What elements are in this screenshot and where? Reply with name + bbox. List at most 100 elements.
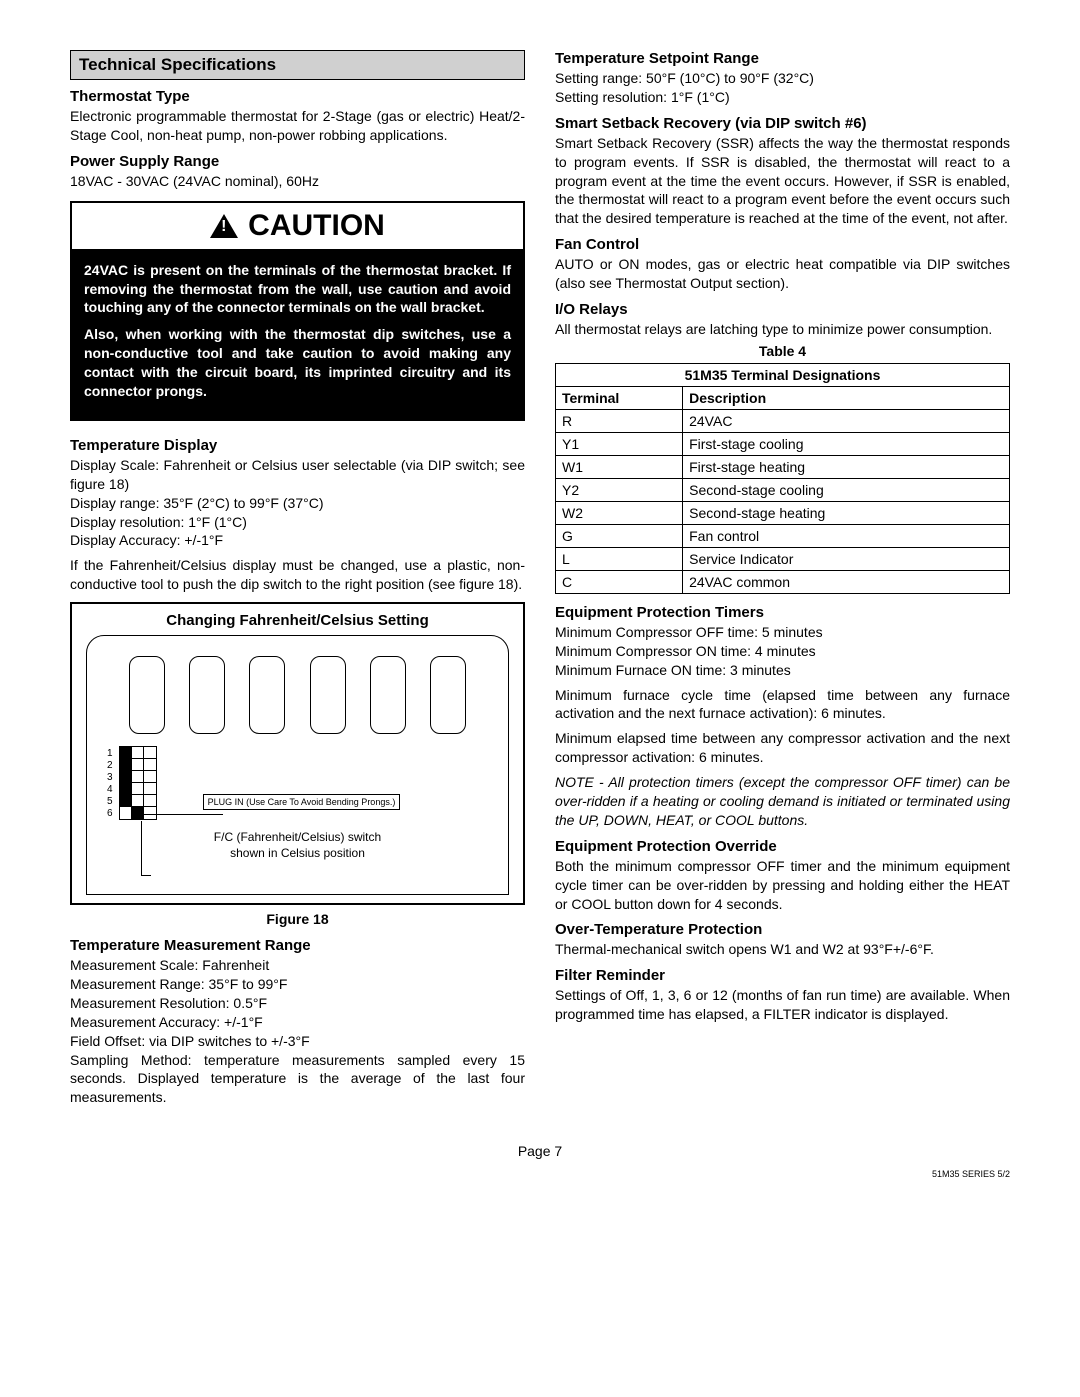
dip-cell [120, 771, 132, 782]
dip-cell [132, 783, 144, 794]
dip-numbers: 123456 [107, 748, 113, 820]
description-cell: First-stage heating [683, 455, 1010, 478]
thermostat-type-head: Thermostat Type [70, 88, 525, 105]
io-head: I/O Relays [555, 301, 1010, 318]
temp-display-head: Temperature Display [70, 437, 525, 454]
terminal-cell: W1 [556, 455, 683, 478]
caution-p1: 24VAC is present on the terminals of the… [84, 261, 511, 318]
figure-18-box: Changing Fahrenheit/Celsius Setting 1234… [70, 602, 525, 905]
power-supply-head: Power Supply Range [70, 153, 525, 170]
dip-cell [132, 747, 144, 758]
setpoint-range: Setting range: 50°F (10°C) to 90°F (32°C… [555, 69, 1010, 88]
dip-row [120, 783, 156, 795]
fan-head: Fan Control [555, 236, 1010, 253]
ssr-body: Smart Setback Recovery (SSR) affects the… [555, 134, 1010, 228]
pointer-line-vert [141, 821, 151, 876]
dip-number: 2 [107, 760, 113, 772]
ept-head: Equipment Protection Timers [555, 604, 1010, 621]
description-cell: 24VAC [683, 409, 1010, 432]
slot [189, 656, 225, 734]
caution-body: 24VAC is present on the terminals of the… [72, 251, 523, 419]
dip-number: 5 [107, 796, 113, 808]
otp-head: Over-Temperature Protection [555, 921, 1010, 938]
terminal-cell: G [556, 524, 683, 547]
epo-head: Equipment Protection Override [555, 838, 1010, 855]
dip-caption-l2: shown in Celsius position [230, 846, 365, 860]
terminal-cell: Y1 [556, 432, 683, 455]
dip-number: 3 [107, 772, 113, 784]
figure-18-caption: Figure 18 [70, 911, 525, 927]
temp-display-res: Display resolution: 1°F (1°C) [70, 513, 525, 532]
caution-p2: Also, when working with the thermostat d… [84, 325, 511, 401]
dip-cell [120, 783, 132, 794]
dip-row [120, 747, 156, 759]
slot [370, 656, 406, 734]
dip-cell [132, 807, 144, 819]
terminal-cell: C [556, 570, 683, 593]
description-cell: Second-stage cooling [683, 478, 1010, 501]
filter-head: Filter Reminder [555, 967, 1010, 984]
ept-note: NOTE - All protection timers (except the… [555, 773, 1010, 830]
dip-number: 1 [107, 748, 113, 760]
meas-scale: Measurement Scale: Fahrenheit [70, 956, 525, 975]
thermostat-type-body: Electronic programmable thermostat for 2… [70, 107, 525, 145]
dip-cell [144, 807, 156, 819]
ept-l3: Minimum Furnace ON time: 3 minutes [555, 661, 1010, 680]
slot [310, 656, 346, 734]
ept-l2: Minimum Compressor ON time: 4 minutes [555, 642, 1010, 661]
dip-cell [144, 759, 156, 770]
page-number: Page 7 [70, 1143, 1010, 1159]
series-label: 51M35 SERIES 5/2 [70, 1169, 1010, 1179]
dip-cell [144, 783, 156, 794]
meas-res: Measurement Resolution: 0.5°F [70, 994, 525, 1013]
right-column: Temperature Setpoint Range Setting range… [555, 50, 1010, 1113]
table-row: C24VAC common [556, 570, 1010, 593]
dip-cell [144, 771, 156, 782]
ept-l1: Minimum Compressor OFF time: 5 minutes [555, 623, 1010, 642]
dip-caption-l1: F/C (Fahrenheit/Celsius) switch [214, 830, 381, 844]
terminal-cell: R [556, 409, 683, 432]
dip-cell [132, 759, 144, 770]
description-cell: Service Indicator [683, 547, 1010, 570]
dip-cell [120, 807, 132, 819]
plug-in-label: PLUG IN (Use Care To Avoid Bending Prong… [203, 794, 401, 810]
power-supply-body: 18VAC - 30VAC (24VAC nominal), 60Hz [70, 172, 525, 191]
dip-number: 6 [107, 808, 113, 820]
th-terminal: Terminal [556, 386, 683, 409]
slot [129, 656, 165, 734]
otp-body: Thermal-mechanical switch opens W1 and W… [555, 940, 1010, 959]
meas-offset: Field Offset: via DIP switches to +/-3°F [70, 1032, 525, 1051]
dip-cell [120, 747, 132, 758]
io-body: All thermostat relays are latching type … [555, 320, 1010, 339]
setpoint-res: Setting resolution: 1°F (1°C) [555, 88, 1010, 107]
description-cell: Fan control [683, 524, 1010, 547]
table-row: W2Second-stage heating [556, 501, 1010, 524]
fan-body: AUTO or ON modes, gas or electric heat c… [555, 255, 1010, 293]
description-cell: First-stage cooling [683, 432, 1010, 455]
dip-cell [144, 747, 156, 758]
pointer-line [143, 814, 223, 815]
caution-box: CAUTION 24VAC is present on the terminal… [70, 201, 525, 421]
dip-row [120, 807, 156, 819]
slot [430, 656, 466, 734]
left-column: Technical Specifications Thermostat Type… [70, 50, 525, 1113]
dip-cell [132, 795, 144, 806]
caution-title-text: CAUTION [248, 209, 385, 243]
dip-row [120, 795, 156, 807]
dip-cell [144, 795, 156, 806]
epo-body: Both the minimum compressor OFF timer an… [555, 857, 1010, 914]
figure-18-title: Changing Fahrenheit/Celsius Setting [80, 612, 515, 629]
th-description: Description [683, 386, 1010, 409]
terminal-cell: L [556, 547, 683, 570]
meas-acc: Measurement Accuracy: +/-1°F [70, 1013, 525, 1032]
dip-block [119, 746, 157, 820]
warning-triangle-icon [210, 214, 238, 238]
table-4-label: Table 4 [555, 343, 1010, 359]
dip-cell [132, 771, 144, 782]
temp-display-acc: Display Accuracy: +/-1°F [70, 531, 525, 550]
description-cell: Second-stage heating [683, 501, 1010, 524]
temp-display-scale: Display Scale: Fahrenheit or Celsius use… [70, 456, 525, 494]
dip-cell [120, 795, 132, 806]
table-title: 51M35 Terminal Designations [556, 363, 1010, 386]
slot [249, 656, 285, 734]
